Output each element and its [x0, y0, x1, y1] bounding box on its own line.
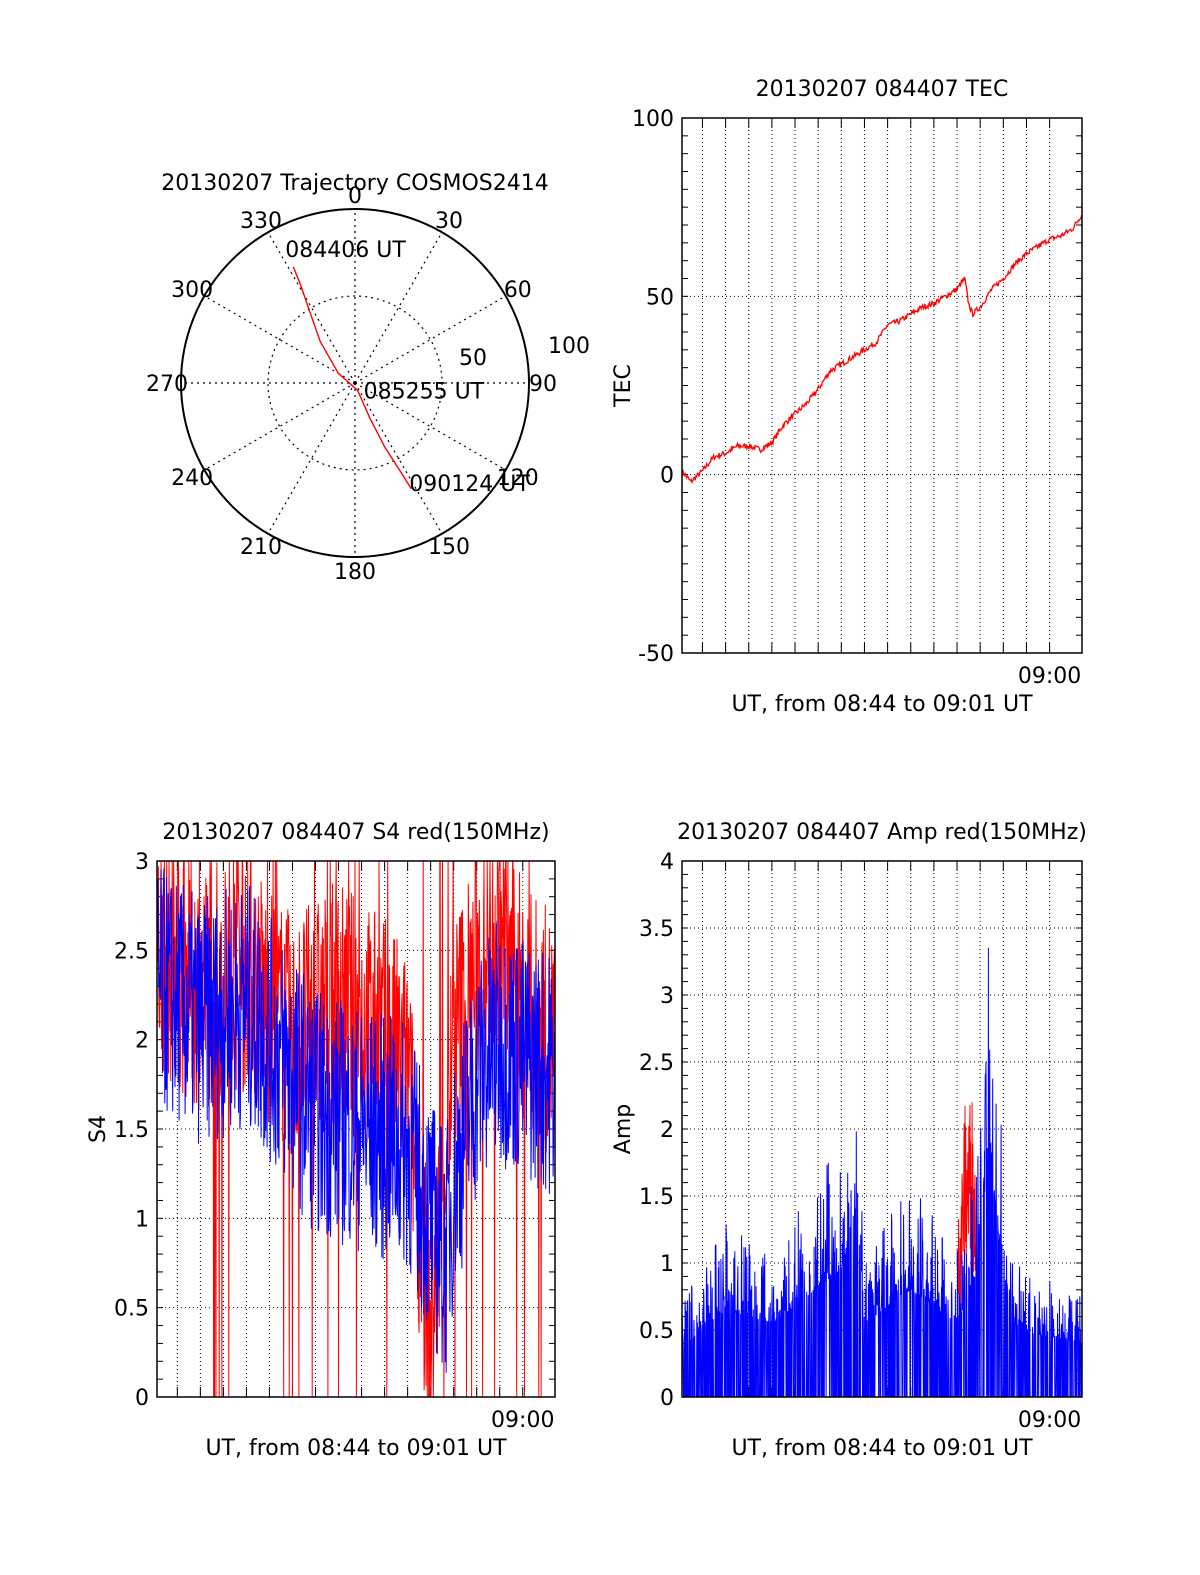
x-tick-label: 09:00: [491, 1408, 554, 1433]
polar-inner-circle: [267, 295, 443, 471]
chart-title: 20130207 084407 TEC: [756, 77, 1009, 102]
y-tick-label: 2: [660, 1118, 674, 1143]
polar-azimuth-label: 30: [435, 209, 463, 234]
trajectory-time-label: 090124 UT: [409, 472, 530, 497]
polar-azimuth-label: 60: [504, 278, 532, 303]
polar-radial-label: 100: [548, 334, 590, 359]
y-tick-label: 3.5: [639, 917, 674, 942]
tec-chart: 20130207 084407 TEC 100 50 0 -50 09:00 UT, fro…: [611, 77, 1083, 717]
s4-blue-series: [156, 868, 556, 1373]
plot-frame: [681, 117, 1083, 654]
polar-spoke: [204, 382, 356, 471]
y-tick-label: -50: [638, 642, 674, 667]
polar-azimuth-label: 120: [497, 466, 539, 491]
amp-blue-series: [681, 947, 1082, 1398]
tec-series-line: [681, 214, 1083, 484]
amp-chart: 20130207 084407 Amp red(150MHz)4 3.5 3 2.5 2…: [611, 820, 1087, 1461]
y-tick-label: 0: [135, 1386, 149, 1411]
y-tick-label: 1.5: [114, 1118, 149, 1143]
x-axis-label: UT, from 08:44 to 09:01 UT: [731, 1436, 1033, 1461]
polar-azimuth-label: 240: [171, 466, 213, 491]
polar-azimuth-label: 270: [146, 372, 188, 397]
polar-spoke: [267, 382, 356, 534]
y-tick-label: 0: [660, 464, 674, 489]
polar-azimuth-label: 210: [240, 535, 282, 560]
y-tick-label: 2.5: [114, 939, 149, 964]
polar-spoke: [354, 232, 443, 384]
polar-spoke: [267, 232, 356, 384]
x-tick-label: 09:00: [1018, 1408, 1081, 1433]
plot-frame: [156, 860, 556, 1398]
s4-chart: 20130207 084407 S4 red(150MHz) 3 2.5 2 1.5 1 0…: [86, 820, 556, 1461]
x-axis-label: UT, from 08:44 to 09:01 UT: [205, 1436, 507, 1461]
y-tick-label: 2: [135, 1029, 149, 1054]
y-tick-label: 2.5: [639, 1051, 674, 1076]
polar-outer-circle: [180, 208, 530, 558]
y-axis-label: TEC: [611, 364, 636, 408]
y-axis-label: S4: [86, 1115, 111, 1143]
y-tick-label: 0: [660, 1386, 674, 1411]
y-tick-label: 1: [660, 1252, 674, 1277]
y-tick-label: 1: [135, 1207, 149, 1232]
polar-azimuth-label: 0: [348, 184, 362, 209]
polar-azimuth-label: 330: [240, 209, 282, 234]
y-tick-label: 0.5: [639, 1319, 674, 1344]
y-tick-label: 50: [646, 285, 674, 310]
y-tick-label: 1.5: [639, 1185, 674, 1210]
chart-title: 20130207 084407 Amp red(150MHz): [677, 820, 1087, 845]
polar-radial-label: 50: [459, 346, 487, 371]
polar-spoke: [354, 382, 506, 471]
polar-azimuth-label: 90: [529, 372, 557, 397]
plot-frame: [681, 860, 1083, 1398]
polar-azimuth-label: 300: [171, 278, 213, 303]
y-axis-label: Amp: [611, 1104, 636, 1154]
trajectory-line: [292, 266, 412, 490]
polar-spoke: [354, 295, 506, 384]
x-axis-label: UT, from 08:44 to 09:01 UT: [731, 692, 1033, 717]
polar-spoke: [204, 295, 356, 384]
polar-azimuth-label: 150: [428, 535, 470, 560]
polar-azimuth-label: 180: [334, 560, 376, 585]
y-tick-label: 4: [660, 850, 674, 875]
polar-spoke: [354, 382, 443, 534]
polar-title: 20130207 Trajectory COSMOS2414: [161, 171, 548, 196]
y-tick-label: 3: [660, 984, 674, 1009]
y-tick-label: 100: [632, 107, 674, 132]
y-tick-label: 0.5: [114, 1297, 149, 1322]
chart-title: 20130207 084407 S4 red(150MHz): [162, 820, 549, 845]
trajectory-time-label: 084406 UT: [285, 238, 406, 263]
trajectory-time-label: 085255 UT: [364, 379, 485, 404]
y-tick-label: 3: [135, 850, 149, 875]
x-tick-label: 09:00: [1018, 664, 1081, 689]
